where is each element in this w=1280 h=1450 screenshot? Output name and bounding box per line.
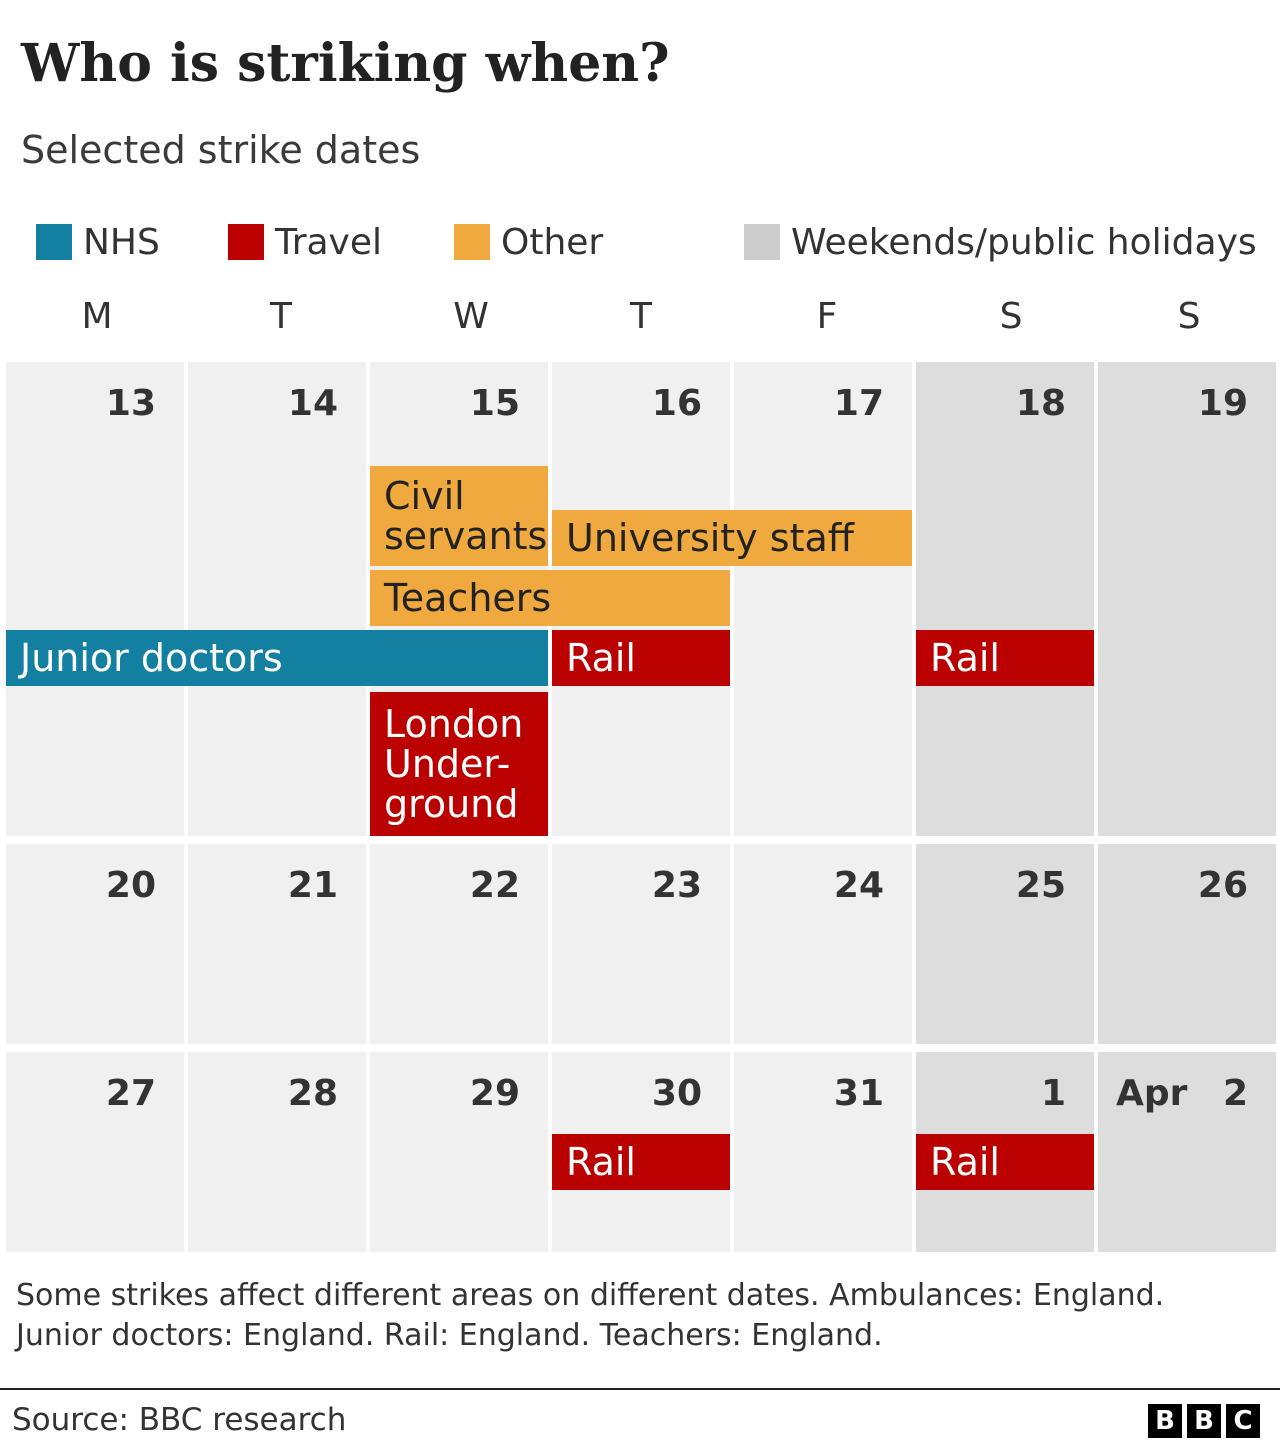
day-number: 27 (105, 1073, 156, 1114)
day-cell: 13 (6, 362, 184, 836)
day-cell: 22 (370, 844, 548, 1044)
day-number: 17 (833, 383, 884, 424)
strike-bar: Rail (916, 630, 1094, 686)
strike-bar: Teachers (370, 570, 730, 626)
legend-label-nhs: NHS (83, 221, 160, 263)
strike-bar: Rail (552, 630, 730, 686)
chart-subtitle: Selected strike dates (21, 128, 421, 172)
day-cell: 20 (6, 844, 184, 1044)
day-number: 2 (1222, 1073, 1248, 1114)
day-cell: 17 (734, 362, 912, 836)
day-number: 29 (469, 1073, 520, 1114)
footnote: Some strikes affect different areas on d… (16, 1278, 1165, 1353)
day-number: 31 (833, 1073, 884, 1114)
strike-bar: Junior doctors (6, 630, 548, 686)
day-cell: 28 (188, 1052, 366, 1252)
day-number: 18 (1015, 383, 1066, 424)
day-number: 22 (469, 865, 520, 906)
day-cell: 29 (370, 1052, 548, 1252)
legend-label-weekends: Weekends/public holidays (791, 221, 1257, 263)
chart-title: Who is striking when? (21, 33, 670, 94)
logo-letter: B (1187, 1404, 1221, 1438)
legend-swatch-weekends (744, 224, 780, 260)
day-number: 1 (1040, 1073, 1066, 1114)
bbc-logo: B B C (1148, 1404, 1260, 1438)
day-cell: 14 (188, 362, 366, 836)
day-header-sat: S (999, 296, 1023, 337)
month-label: Apr (1116, 1073, 1188, 1114)
strike-bar: Rail (916, 1134, 1094, 1190)
source-note: Source: BBC research (12, 1402, 347, 1438)
legend-item-nhs: NHS (36, 221, 160, 263)
weekend-day-cell: 25 (916, 844, 1094, 1044)
day-header-thu: T (630, 296, 652, 337)
legend-item-travel: Travel (228, 221, 383, 263)
day-header-sun: S (1177, 296, 1201, 337)
day-number: 26 (1197, 865, 1248, 906)
legend-swatch-other (454, 224, 490, 260)
day-header-tue: T (270, 296, 292, 337)
day-number: 28 (287, 1073, 338, 1114)
strike-bar: Rail (552, 1134, 730, 1190)
day-cell: 27 (6, 1052, 184, 1252)
day-number: 30 (651, 1073, 702, 1114)
day-number: 19 (1197, 383, 1248, 424)
strike-bar: Civil servants (370, 466, 548, 566)
legend-swatch-travel (228, 224, 264, 260)
day-number: 13 (105, 383, 156, 424)
legend-item-weekends: Weekends/public holidays (744, 221, 1257, 263)
weekend-day-cell: 26 (1098, 844, 1276, 1044)
day-header-mon: M (81, 296, 113, 337)
logo-letter: C (1226, 1404, 1260, 1438)
strike-bar: University staff (552, 510, 912, 566)
weekend-day-cell: 19 (1098, 362, 1276, 836)
day-number: 14 (287, 383, 338, 424)
day-number: 23 (651, 865, 702, 906)
day-number: 24 (833, 865, 884, 906)
weekend-day-cell: 18 (916, 362, 1094, 836)
divider (0, 1388, 1280, 1390)
logo-letter: B (1148, 1404, 1182, 1438)
legend-label-other: Other (501, 221, 604, 263)
legend-swatch-nhs (36, 224, 72, 260)
weekend-day-cell: 2 Apr (1098, 1052, 1276, 1252)
strike-bar: London Under- ground (370, 692, 548, 836)
day-header-fri: F (816, 296, 838, 337)
day-number: 15 (469, 383, 520, 424)
day-header-wed: W (453, 296, 489, 337)
day-cell: 23 (552, 844, 730, 1044)
legend-item-other: Other (454, 221, 604, 263)
day-cell: 24 (734, 844, 912, 1044)
day-cell: 31 (734, 1052, 912, 1252)
day-cell: 21 (188, 844, 366, 1044)
day-number: 20 (105, 865, 156, 906)
day-number: 21 (287, 865, 338, 906)
day-number: 25 (1015, 865, 1066, 906)
day-number: 16 (651, 383, 702, 424)
legend-label-travel: Travel (275, 221, 383, 263)
